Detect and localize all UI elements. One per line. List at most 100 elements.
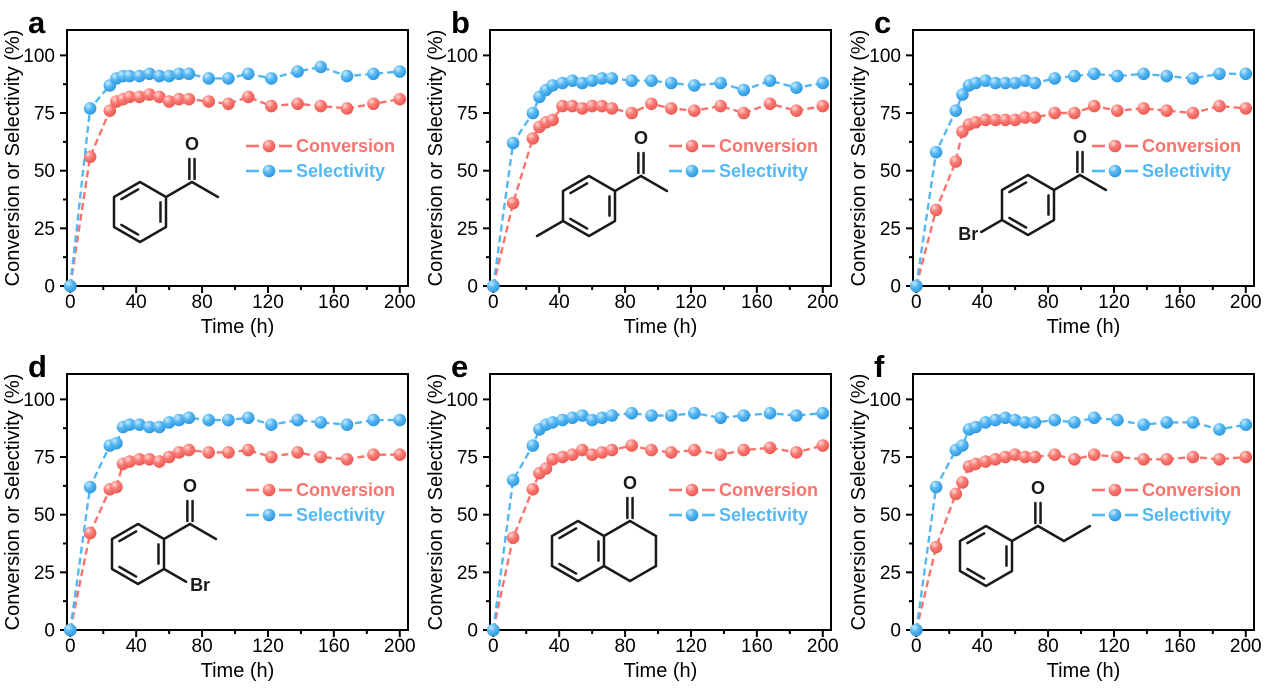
svg-text:100: 100 — [446, 390, 478, 411]
svg-text:80: 80 — [192, 636, 213, 657]
x-tick-labels: 0 40 80 120 160 200 — [911, 292, 1262, 313]
legend-item-selectivity: Selectivity — [1092, 161, 1231, 181]
svg-text:75: 75 — [34, 448, 55, 469]
legend-item-conversion: Conversion — [669, 136, 818, 156]
legend: Conversion Selectivity — [1092, 480, 1241, 525]
structure-2-bromoacetophenone: O Br — [110, 476, 218, 595]
legend-label-conversion: Conversion — [296, 136, 395, 156]
svg-text:75: 75 — [880, 448, 901, 469]
conversion-series — [64, 443, 407, 637]
x-axis-label: Time (h) — [1047, 316, 1121, 338]
panel-letter: e — [451, 349, 468, 384]
svg-text:200: 200 — [1230, 636, 1262, 657]
atom-label: O — [185, 134, 199, 154]
svg-text:80: 80 — [192, 292, 213, 313]
legend-item-selectivity: Selectivity — [246, 161, 385, 181]
y-tick-labels: 0 25 50 75 100 — [869, 390, 901, 642]
conversion-series — [487, 97, 830, 293]
panel-letter: d — [28, 349, 47, 384]
atom-label: O — [1073, 127, 1087, 147]
panel-e: O 0 40 80 120 160 200 0 25 50 75 100 Time (h) Convers… — [423, 344, 846, 688]
legend: Conversion Selectivity — [669, 480, 818, 525]
svg-text:0: 0 — [890, 277, 901, 298]
svg-text:0: 0 — [488, 292, 499, 313]
legend: Conversion Selectivity — [669, 136, 818, 181]
panel-b: O 0 40 80 120 160 200 0 25 50 75 100 Time (h) Convers… — [423, 0, 846, 344]
plot-frame — [489, 29, 832, 287]
svg-text:200: 200 — [1230, 292, 1262, 313]
svg-text:160: 160 — [1164, 636, 1196, 657]
svg-text:40: 40 — [549, 636, 570, 657]
svg-text:25: 25 — [457, 563, 478, 584]
x-axis-label: Time (h) — [624, 660, 698, 682]
y-axis-label: Conversion or Selectivity (%) — [848, 30, 870, 287]
svg-text:40: 40 — [126, 636, 147, 657]
plot-frame — [66, 29, 409, 287]
svg-text:120: 120 — [1098, 292, 1130, 313]
legend-item-conversion: Conversion — [1092, 480, 1241, 500]
svg-text:200: 200 — [807, 636, 839, 657]
svg-text:75: 75 — [880, 104, 901, 125]
svg-text:200: 200 — [384, 636, 416, 657]
svg-text:120: 120 — [675, 636, 707, 657]
atom-label: Br — [958, 224, 978, 244]
atom-label: O — [623, 473, 637, 493]
legend-label-selectivity: Selectivity — [1142, 505, 1231, 525]
structure-4-bromoacetophenone: O Br — [958, 127, 1108, 244]
svg-text:0: 0 — [911, 292, 922, 313]
svg-text:40: 40 — [972, 292, 993, 313]
chart-f: O 0 40 80 120 160 200 0 25 50 75 100 Time (h) Convers… — [848, 349, 1262, 682]
svg-text:50: 50 — [34, 161, 55, 182]
atom-label: Br — [190, 575, 210, 595]
svg-text:80: 80 — [1038, 292, 1059, 313]
x-axis-label: Time (h) — [1047, 660, 1121, 682]
panel-letter: f — [874, 349, 885, 384]
svg-text:40: 40 — [126, 292, 147, 313]
svg-text:160: 160 — [318, 292, 350, 313]
svg-text:25: 25 — [457, 219, 478, 240]
svg-text:50: 50 — [880, 161, 901, 182]
y-tick-labels: 0 25 50 75 100 — [446, 46, 478, 298]
legend-item-conversion: Conversion — [1092, 136, 1241, 156]
legend-item-selectivity: Selectivity — [669, 161, 808, 181]
x-tick-labels: 0 40 80 120 160 200 — [488, 292, 839, 313]
x-tick-labels: 0 40 80 120 160 200 — [911, 636, 1262, 657]
panel-letter: c — [874, 5, 891, 40]
selectivity-series — [487, 406, 830, 637]
chart-b: O 0 40 80 120 160 200 0 25 50 75 100 Time (h) Convers… — [425, 5, 839, 338]
svg-text:160: 160 — [741, 636, 773, 657]
panel-letter: b — [451, 5, 470, 40]
legend-item-conversion: Conversion — [246, 136, 395, 156]
legend: Conversion Selectivity — [246, 480, 395, 525]
legend-label-selectivity: Selectivity — [296, 161, 385, 181]
x-tick-labels: 0 40 80 120 160 200 — [65, 292, 416, 313]
svg-text:0: 0 — [65, 636, 76, 657]
panel-f: O 0 40 80 120 160 200 0 25 50 75 100 Time (h) Convers… — [846, 344, 1269, 688]
svg-text:120: 120 — [675, 292, 707, 313]
legend-marker-conversion — [1108, 139, 1122, 153]
y-axis-label: Conversion or Selectivity (%) — [2, 30, 24, 287]
conversion-series — [910, 99, 1253, 293]
legend: Conversion Selectivity — [1092, 136, 1241, 181]
selectivity-series — [910, 67, 1253, 293]
structure-1-tetralone: O — [550, 473, 658, 583]
legend-marker-conversion — [1108, 483, 1122, 497]
legend-label-conversion: Conversion — [719, 480, 818, 500]
svg-text:75: 75 — [34, 104, 55, 125]
y-axis-label: Conversion or Selectivity (%) — [848, 374, 870, 631]
y-tick-labels: 0 25 50 75 100 — [446, 390, 478, 642]
chart-a: O 0 40 80 120 160 200 0 25 50 75 100 Time (h) Convers… — [2, 5, 416, 338]
conversion-series — [64, 88, 407, 293]
svg-text:0: 0 — [467, 621, 478, 642]
legend-marker-conversion — [262, 483, 276, 497]
plot-frame — [489, 373, 832, 631]
svg-text:40: 40 — [972, 636, 993, 657]
x-axis-label: Time (h) — [624, 316, 698, 338]
panel-a: O 0 40 80 120 160 200 0 25 50 75 100 Time (h) Convers… — [0, 0, 423, 344]
y-axis-label: Conversion or Selectivity (%) — [425, 30, 447, 287]
legend-label-selectivity: Selectivity — [719, 161, 808, 181]
legend-marker-conversion — [685, 483, 699, 497]
svg-text:50: 50 — [34, 505, 55, 526]
svg-text:0: 0 — [44, 277, 55, 298]
